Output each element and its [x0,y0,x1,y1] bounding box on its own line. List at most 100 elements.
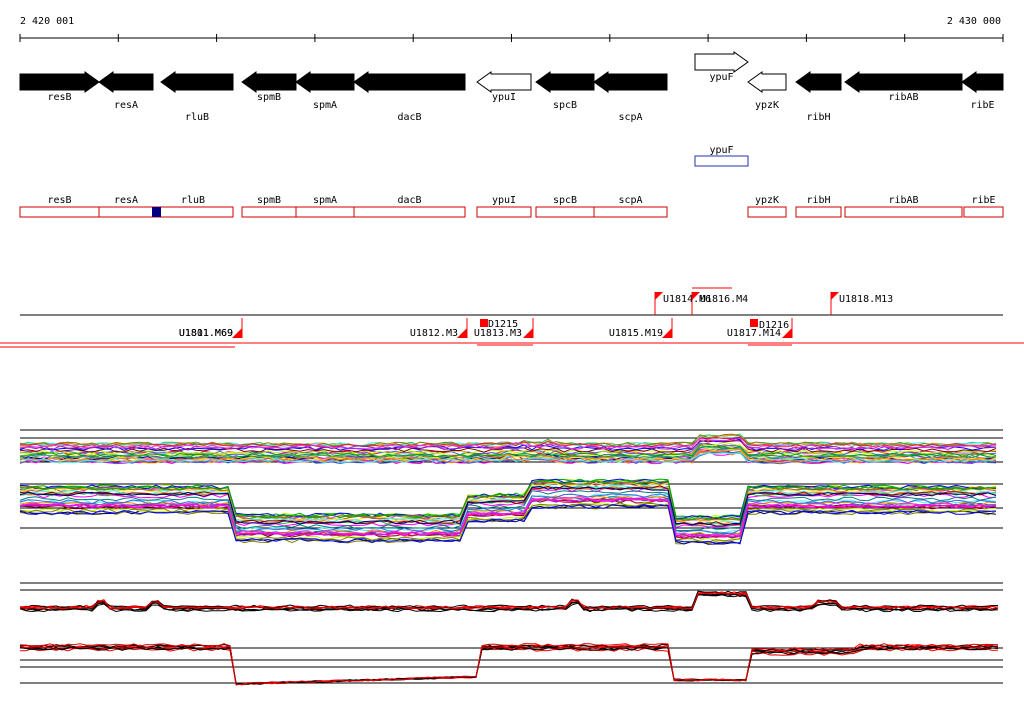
profile-line-lower-step [19,646,999,686]
gene-box-label-ypuF: ypuF [709,145,733,156]
profile-line-upper [19,452,997,464]
coord-start: 2 420 001 [20,16,74,27]
profile-line-upper [19,436,997,448]
gene-arrow-ypuF [694,51,749,73]
upshift-label-U1816.M4: U1816.M4 [700,294,748,305]
profile-line-lower [20,591,999,610]
gene-box-label-rluB: rluB [181,195,205,206]
gene-box-ypuI [476,206,532,218]
upshift-label-U1817.M14: U1817.M14 [727,328,781,339]
coord-end: 2 430 000 [947,16,1001,27]
gene-box-label-resA: resA [114,195,138,206]
profile-line-lower-step [19,644,999,685]
gene-arrow-resA [98,71,154,93]
upshift-label-U1815.M19: U1815.M19 [609,328,663,339]
upshift-U1816.M4-flag [692,292,700,300]
gene-label-ypuF: ypuF [709,72,733,83]
gene-arrow-spmB [241,71,297,93]
gene-box-resA [98,206,154,218]
upshift-U1817.M14-flag [782,328,792,338]
gene-boxes-track: ypuF resB resA rluB spmB spmA dacB ypuI spcB scpA… [19,145,1004,218]
profile-line-step [19,504,997,545]
gene-label-scpA: scpA [618,112,642,123]
gene-box-label-spcB: spcB [553,195,577,206]
profile-line-step [19,490,997,532]
downshift-label-D1215: D1215 [488,319,518,330]
gene-label-ribH: ribH [806,112,830,123]
downshift-D1216 [750,319,758,327]
gene-arrow-ypuI [476,71,532,93]
upshift-label-U1811.M69: U1811.M69 [179,328,233,339]
gene-arrows-track: resB resA rluB spmB spmA dacB ypuI spcB scpA ypzK… [19,51,1004,123]
profile-line-step [19,503,997,545]
scale-ruler [19,34,1004,42]
gene-box-spcB [535,206,595,218]
gene-box-label-spmB: spmB [257,195,281,206]
gene-arrow-resB [19,71,100,93]
gene-arrow-ribE [961,71,1004,93]
gene-box-label-ypuI: ypuI [492,195,516,206]
profile-line-lower-step [19,644,999,685]
gene-arrow-ribAB [844,71,963,93]
profile-line-step [19,479,997,521]
upshift-label-U1813.M3: U1813.M3 [474,328,522,339]
gene-box-label-ribAB: ribAB [888,195,918,206]
upshift-U1811.M69-flag [232,328,242,338]
gene-box-label-spmA: spmA [313,195,337,206]
upshift-label-U1801.M69: U1801.M69 [179,328,233,339]
upshift-label-U1814.M6: U1814.M6 [663,294,711,305]
gene-box-ypuF [694,155,749,167]
profile-line-upper [19,448,997,462]
gene-box-label-dacB: dacB [397,195,421,206]
gene-label-spcB: spcB [553,100,577,111]
gene-box-label-ribH: ribH [806,195,830,206]
profile-line-lower-step [19,643,999,686]
upshift-U1812.M3-flag [457,328,467,338]
gene-box-label-resB: resB [47,195,71,206]
profile-line-lower-step [19,643,999,686]
downshift-D1215 [480,319,488,327]
gene-box-resB [19,206,100,218]
gene-arrow-ypzK [747,71,787,93]
gene-box-scpA [593,206,668,218]
gene-label-spmB: spmB [257,92,281,103]
profile-line-step [19,502,997,543]
gene-label-ribAB: ribAB [888,92,918,103]
profile-line-lower [19,593,999,612]
upshift-U1813.M3-flag [523,328,533,338]
profile-line-step [19,485,997,527]
gene-label-ypzK: ypzK [755,100,779,111]
gene-label-resA: resA [114,100,138,111]
gene-label-ypuI: ypuI [492,92,516,103]
gene-arrow-rluB [160,71,234,93]
profile-line-upper [19,441,997,455]
gene-spot-marker [152,207,161,217]
profile-line-step [19,484,997,525]
profile-line-step [19,493,997,535]
upshift-U1815.M19-flag [662,328,672,338]
gene-box-label-scpA: scpA [618,195,642,206]
gene-box-dacB [353,206,466,218]
gene-arrow-dacB [353,71,466,93]
upshift-label-U1812.M3: U1812.M3 [410,328,458,339]
gene-box-spmA [295,206,355,218]
gene-label-dacB: dacB [397,112,421,123]
profile-line-step [19,497,997,538]
gene-arrow-spcB [535,71,595,93]
gene-box-ribH [795,206,842,218]
gene-box-spmB [241,206,297,218]
profile-line-step [19,504,997,545]
gene-box-label-ypzK: ypzK [755,195,779,206]
gene-label-ribE: ribE [970,100,994,111]
downshift-label-D1216: D1216 [759,320,789,331]
gene-label-spmA: spmA [313,100,337,111]
upshift-label-U1818.M13: U1818.M13 [839,294,893,305]
upshift-U1818.M13-flag [831,292,839,300]
gene-arrow-ribH [795,71,842,93]
gene-box-rluB [152,206,234,218]
gene-label-resB: resB [47,92,71,103]
profile-line-step [19,487,997,529]
